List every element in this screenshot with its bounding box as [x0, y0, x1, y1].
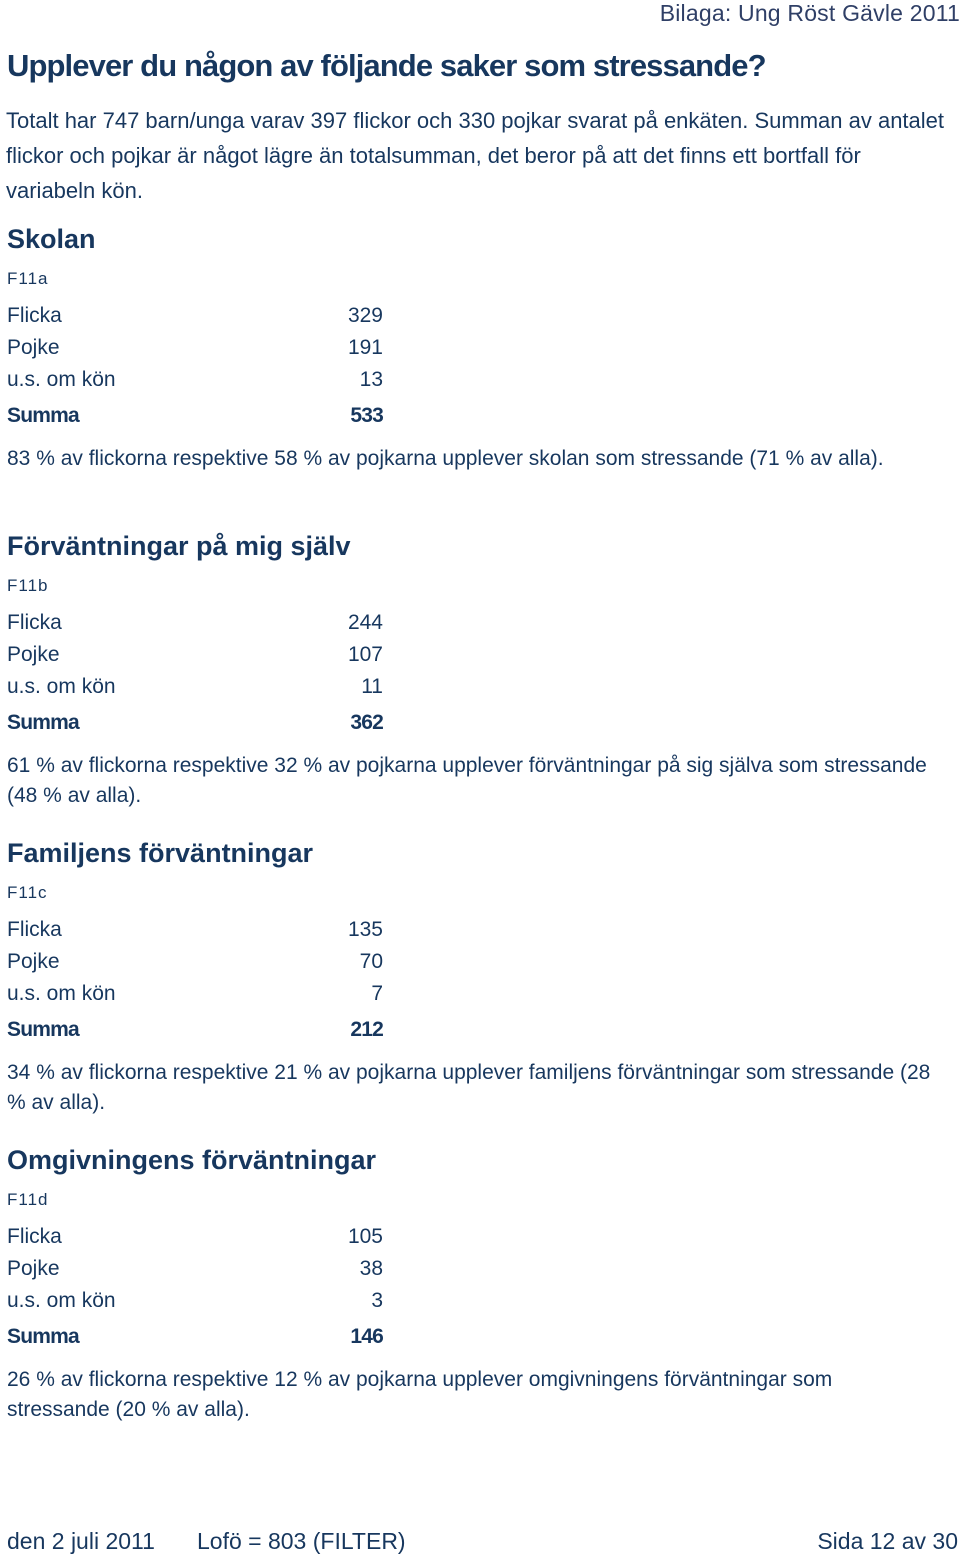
stat-row-unknown-gender: u.s. om kön 13: [7, 368, 383, 398]
stat-value: 329: [347, 304, 383, 327]
stat-label: Flicka: [7, 1225, 62, 1248]
stat-value: 135: [347, 918, 383, 941]
section-title: Omgivningens förväntningar: [7, 1145, 377, 1175]
stat-value: 105: [347, 1225, 383, 1248]
stat-value: 191: [347, 336, 383, 359]
footer-filter: Lofö = 803 (FILTER): [197, 1528, 406, 1554]
stat-row-flicka: Flicka 329: [7, 304, 383, 334]
stat-label: u.s. om kön: [7, 675, 116, 698]
stat-row-summa: Summa 146: [7, 1325, 384, 1355]
question-code: F11d: [7, 1190, 49, 1209]
section-title: Familjens förväntningar: [7, 838, 314, 868]
section-summary: 34 % av flickorna respektive 21 % av poj…: [7, 1061, 931, 1114]
document-header: Bilaga: Ung Röst Gävle 2011: [659, 0, 960, 26]
stat-value: 212: [350, 1018, 383, 1041]
page-title: Upplever du någon av följande saker som …: [7, 48, 767, 83]
question-code: F11a: [7, 269, 49, 288]
stat-row-unknown-gender: u.s. om kön 3: [7, 1289, 383, 1319]
section-family-expectations: Familjens förväntningar F11c Flicka 135 …: [7, 838, 947, 1128]
stat-row-flicka: Flicka 105: [7, 1225, 383, 1255]
stat-row-pojke: Pojke 38: [7, 1257, 383, 1287]
section-title: Förväntningar på mig själv: [7, 531, 351, 561]
stat-label: Summa: [7, 1018, 80, 1041]
stat-row-summa: Summa 362: [7, 711, 384, 741]
stat-label: Pojke: [7, 1257, 60, 1280]
page-footer: den 2 juli 2011 Lofö = 803 (FILTER) Sida…: [7, 1528, 958, 1558]
section-title: Skolan: [7, 224, 96, 254]
stat-row-flicka: Flicka 244: [7, 611, 383, 641]
stat-value: 3: [371, 1289, 383, 1312]
footer-date: den 2 juli 2011: [7, 1528, 155, 1554]
question-code: F11b: [7, 576, 49, 595]
page-number: Sida 12 av 30: [817, 1528, 958, 1554]
stat-value: 38: [359, 1257, 383, 1280]
stat-label: Pojke: [7, 336, 60, 359]
section-summary: 26 % av flickorna respektive 12 % av poj…: [7, 1368, 833, 1421]
section-self-expectations: Förväntningar på mig själv F11b Flicka 2…: [7, 531, 947, 821]
stat-label: u.s. om kön: [7, 368, 116, 391]
section-surroundings-expectations: Omgivningens förväntningar F11d Flicka 1…: [7, 1145, 947, 1435]
section-summary: 61 % av flickorna respektive 32 % av poj…: [7, 754, 927, 807]
section-skolan: Skolan F11a Flicka 329 Pojke 191 u.s. om…: [7, 224, 947, 484]
section-summary: 83 % av flickorna respektive 58 % av poj…: [7, 447, 884, 470]
stat-label: Flicka: [7, 611, 62, 634]
stat-label: Pojke: [7, 643, 60, 666]
stat-row-flicka: Flicka 135: [7, 918, 383, 948]
stat-value: 13: [359, 368, 383, 391]
stat-value: 533: [350, 404, 383, 427]
stat-label: Summa: [7, 1325, 80, 1348]
stat-label: Summa: [7, 404, 80, 427]
stat-value: 107: [347, 643, 383, 666]
stat-value: 362: [350, 711, 383, 734]
stat-label: Summa: [7, 711, 80, 734]
stat-label: u.s. om kön: [7, 982, 116, 1005]
stat-label: u.s. om kön: [7, 1289, 116, 1312]
stat-row-unknown-gender: u.s. om kön 7: [7, 982, 383, 1012]
stat-value: 11: [361, 675, 383, 698]
stat-label: Flicka: [7, 304, 62, 327]
stat-row-unknown-gender: u.s. om kön 11: [7, 675, 383, 705]
stat-row-summa: Summa 533: [7, 404, 384, 434]
stat-value: 70: [359, 950, 383, 973]
stat-label: Flicka: [7, 918, 62, 941]
stat-row-pojke: Pojke 70: [7, 950, 383, 980]
stat-value: 146: [350, 1325, 383, 1348]
question-code: F11c: [7, 883, 48, 902]
intro-text: Totalt har 747 barn/unga varav 397 flick…: [6, 108, 945, 203]
stat-value: 7: [371, 982, 383, 1005]
stat-row-pojke: Pojke 107: [7, 643, 383, 673]
stat-row-pojke: Pojke 191: [7, 336, 383, 366]
stat-value: 244: [347, 611, 383, 634]
stat-label: Pojke: [7, 950, 60, 973]
stat-row-summa: Summa 212: [7, 1018, 384, 1048]
